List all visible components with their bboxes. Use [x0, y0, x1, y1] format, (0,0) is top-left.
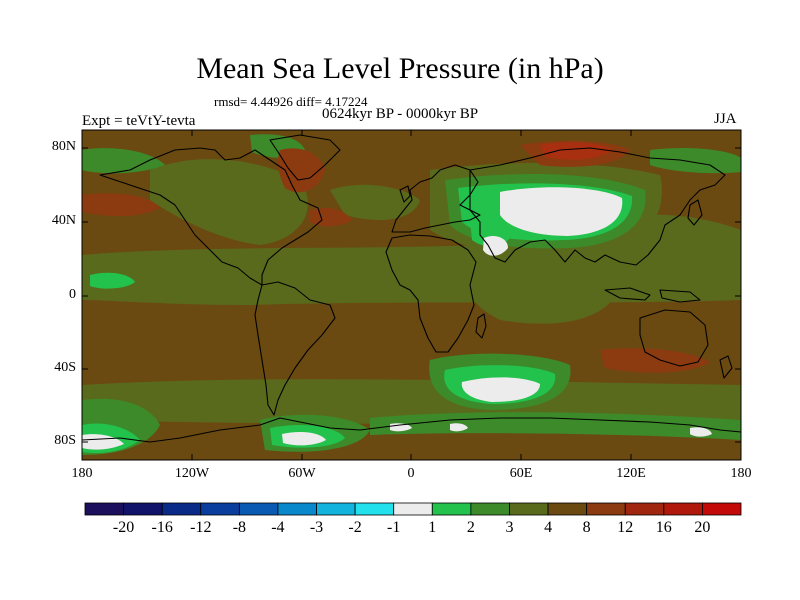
y-tick-label: 40S	[54, 360, 76, 375]
green-region-arctic-east	[650, 147, 741, 174]
colorbar-box	[702, 502, 742, 516]
x-tick-label: 180	[71, 466, 93, 481]
white-region-eurasia	[500, 187, 623, 236]
white-region-arabia	[483, 236, 508, 256]
y-tick-label: 80S	[54, 433, 76, 448]
colorbar-label: -4	[271, 519, 285, 536]
coastline-new-zealand	[719, 355, 733, 379]
colorbar-label: -20	[112, 519, 135, 536]
colorbar-box	[200, 502, 240, 516]
x-tick-label: 0	[407, 466, 415, 481]
olive-region-indian-ocean	[468, 268, 620, 324]
colorbar-label: -3	[309, 519, 324, 536]
colorbar-box	[586, 502, 626, 516]
coastline-australia	[639, 309, 709, 367]
period-label: 0624kyr BP - 0000kyr BP	[322, 106, 479, 122]
coastline-europe	[391, 164, 481, 233]
colorbar-label: 4	[544, 519, 553, 536]
experiment-label: Expt = teVtY-tevta	[82, 113, 196, 129]
pressure-anomaly-fields	[82, 134, 741, 455]
colorbar	[84, 502, 742, 516]
map-ticks	[82, 130, 741, 460]
coastlines	[82, 134, 741, 443]
y-tick-label: 40N	[51, 213, 76, 228]
colorbar-box	[624, 502, 665, 516]
x-tick-label: 60W	[288, 466, 316, 481]
colorbar-box	[509, 502, 549, 516]
chart-title: Mean Sea Level Pressure (in hPa)	[196, 52, 604, 85]
green-region-arctic-west	[82, 148, 165, 174]
rust-region-north-pacific	[82, 193, 160, 217]
bright-green-region-tropics-west	[90, 272, 135, 289]
colorbar-box	[354, 502, 395, 516]
colorbar-box	[547, 502, 588, 516]
coastline-africa	[385, 234, 477, 353]
colorbar-label: 20	[694, 519, 711, 536]
coastline-japan	[687, 199, 703, 226]
colorbar-label: 16	[655, 519, 672, 536]
colorbar-box	[663, 502, 703, 516]
olive-region-north-america	[150, 159, 308, 245]
x-tick-label: 60E	[509, 466, 533, 481]
coastline-greenland	[269, 134, 341, 181]
colorbar-label: -1	[387, 519, 401, 536]
colorbar-box	[161, 502, 202, 516]
colorbar-label: -2	[348, 519, 362, 536]
coastline-antarctica	[82, 417, 741, 443]
season-label: JJA	[714, 111, 737, 127]
white-region-south-indian	[461, 377, 540, 402]
y-tick-label: 80N	[51, 139, 76, 154]
x-tick-label: 180	[730, 466, 752, 481]
olive-region-southern-ring	[82, 379, 741, 424]
rust-region-south-pacific	[600, 348, 710, 373]
colorbar-box	[393, 502, 433, 516]
colorbar-box	[316, 502, 356, 516]
x-tick-label: 120E	[616, 466, 646, 481]
red-region-siberia	[540, 142, 612, 160]
colorbar-label: 1	[428, 519, 437, 536]
colorbar-label: 12	[617, 519, 634, 536]
colorbar-label: -16	[151, 519, 173, 536]
colorbar-label: -8	[232, 519, 247, 536]
coastline-uk	[399, 185, 411, 203]
colorbar-label: -12	[190, 519, 212, 536]
colorbar-box	[277, 502, 317, 516]
coastline-madagascar	[475, 313, 487, 339]
colorbar-box	[238, 502, 279, 516]
colorbar-box	[431, 502, 472, 516]
coastline-asia	[469, 147, 726, 266]
colorbar-label: 2	[466, 519, 475, 536]
white-region-antarctic-weddell	[282, 432, 326, 446]
x-tick-label: 120W	[174, 466, 210, 481]
colorbar-label: 8	[582, 519, 591, 536]
colorbar-label: 3	[505, 519, 514, 536]
colorbar-box	[84, 502, 124, 516]
coastline-indonesia	[604, 287, 701, 303]
colorbar-box	[123, 502, 163, 516]
white-region-antarctic-dots	[390, 423, 712, 437]
coastline-north-america	[99, 147, 323, 286]
rmsd-diff-stats: rmsd= 4.44926 diff= 4.17224	[214, 94, 368, 109]
coastline-south-america	[254, 281, 336, 416]
y-tick-label: 0	[69, 287, 76, 302]
colorbar-box	[470, 502, 510, 516]
olive-region-north-atlantic	[330, 184, 420, 220]
